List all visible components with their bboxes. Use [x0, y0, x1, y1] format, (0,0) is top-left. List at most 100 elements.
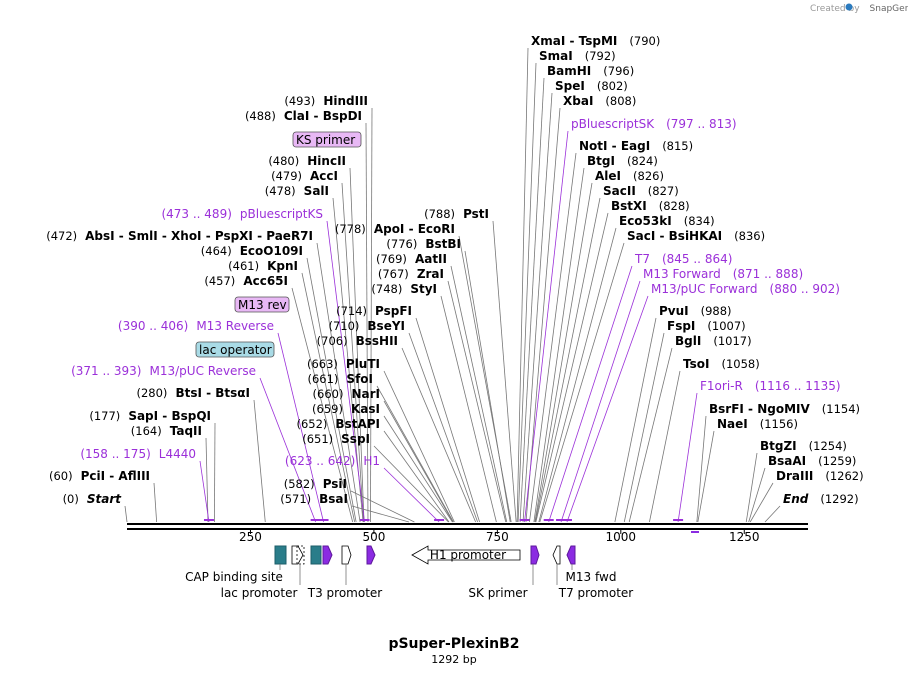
leader-line: [516, 47, 529, 523]
enzyme-label-right_labels-23[interactable]: BtgZI (1254): [760, 439, 847, 453]
enzyme-label-left_labels-14[interactable]: (164) TaqII: [131, 424, 202, 438]
enzyme-label-mid_labels-12[interactable]: (659) KasI: [312, 402, 380, 416]
leader-line: [376, 385, 454, 523]
enzyme-label-left_labels-1[interactable]: (488) ClaI - BspDI: [245, 109, 362, 123]
primer-label-right_labels-15[interactable]: M13/pUC Forward (880 .. 902): [651, 282, 840, 296]
sk-primer-feature[interactable]: [530, 545, 540, 565]
enzyme-label-mid_labels-14[interactable]: (651) SspI: [302, 432, 370, 446]
enzyme-label-right_labels-21[interactable]: BsrFI - NgoMIV (1154): [709, 402, 860, 416]
enzyme-label-right_labels-6[interactable]: NotI - EagI (815): [579, 139, 693, 153]
leader-line: [383, 430, 450, 523]
leader-line: [373, 445, 449, 523]
leader-line: [450, 265, 508, 523]
m13-fwd-feature[interactable]: [566, 545, 576, 565]
enzyme-label-right_labels-10[interactable]: BstXI (828): [611, 199, 690, 213]
leader-lines: [124, 47, 781, 523]
primer-label-left_labels-11[interactable]: (371 .. 393) M13/pUC Reverse: [71, 364, 256, 378]
enzyme-label-right_labels-12[interactable]: SacI - BsiHKAI (836): [627, 229, 765, 243]
enzyme-label-mid_labels-10[interactable]: (661) SfoI: [307, 372, 373, 386]
leader-line: [440, 295, 497, 523]
enzyme-label-right_labels-19[interactable]: TsoI (1058): [683, 357, 760, 371]
enzyme-label-left_labels-7[interactable]: (464) EcoO109I: [201, 244, 303, 258]
enzyme-label-mid_labels-4[interactable]: (767) ZraI: [378, 267, 444, 281]
primer-label-right_labels-14[interactable]: M13 Forward (871 .. 888): [643, 267, 803, 281]
enzyme-label-left_labels-13[interactable]: (177) SapI - BspQI: [89, 409, 211, 423]
enzyme-label-mid_labels-16[interactable]: (582) PsiI: [284, 477, 347, 491]
enzyme-label-right_labels-8[interactable]: AleI (826): [595, 169, 664, 183]
t7-promoter-feature[interactable]: [552, 545, 561, 565]
ks-primer-tag: KS primer: [296, 133, 355, 147]
plasmid-title: pSuper-PlexinB2: [388, 636, 519, 652]
leader-line: [447, 280, 507, 523]
enzyme-label-right_labels-16[interactable]: PvuI (988): [659, 304, 732, 318]
enzyme-label-right_labels-7[interactable]: BtgI (824): [587, 154, 658, 168]
leader-line: [566, 295, 649, 523]
t3-promoter-feature[interactable]: [341, 545, 352, 565]
cap-binding-site-feature[interactable]: [274, 545, 287, 565]
enzyme-label-right_labels-0[interactable]: XmaI - TspMI (790): [531, 34, 660, 48]
enzyme-label-mid_labels-9[interactable]: (663) PluTI: [307, 357, 380, 371]
primer-label-right_labels-5[interactable]: pBluescriptSK (797 .. 813): [571, 117, 737, 131]
m13-rev-tag: M13 rev: [238, 298, 287, 312]
enzyme-label-right_labels-11[interactable]: Eco53kI (834): [619, 214, 715, 228]
enzyme-label-mid_labels-3[interactable]: (769) AatII: [376, 252, 447, 266]
enzyme-label-mid_labels-0[interactable]: (778) ApoI - EcoRI: [335, 222, 455, 236]
enzyme-label-left_labels-16[interactable]: (60) PciI - AflIII: [49, 469, 150, 483]
leader-line: [383, 400, 454, 523]
enzyme-label-left_labels-2[interactable]: (480) HincII: [268, 154, 346, 168]
leader-line: [349, 167, 365, 523]
lac-promoter-feature[interactable]: [291, 545, 304, 565]
enzyme-label-left_labels-9[interactable]: (457) Acc65I: [204, 274, 288, 288]
leader-line: [560, 280, 641, 523]
t3-promoter-label: T3 promoter: [307, 586, 383, 600]
enzyme-label-right_labels-2[interactable]: BamHI (796): [547, 64, 634, 78]
primer-label-right_labels-13[interactable]: T7 (845 .. 864): [634, 252, 732, 266]
enzyme-label-right_labels-17[interactable]: FspI (1007): [667, 319, 746, 333]
leader-line: [341, 182, 364, 523]
leader-line: [764, 505, 781, 523]
enzyme-label-left_labels-8[interactable]: (461) KpnI: [228, 259, 298, 273]
enzyme-label-mid_labels-6[interactable]: (714) PspFI: [336, 304, 412, 318]
primer-label-mid_labels-15[interactable]: (623 .. 642) H1: [285, 454, 380, 468]
enzyme-label-mid_labels-5[interactable]: (748) StyI: [371, 282, 437, 296]
m13-rev-feature[interactable]: [322, 545, 333, 565]
sequence-backbone: [127, 523, 808, 534]
enzyme-label-left_labels-6[interactable]: (472) AbsI - SmlI - XhoI - PspXI - PaeR7I: [46, 229, 313, 243]
enzyme-label-mid_labels-1[interactable]: (788) PstI: [424, 207, 489, 221]
primer-label-right_labels-20[interactable]: F1ori-R (1116 .. 1135): [700, 379, 841, 393]
sk-primer-label: SK primer: [468, 586, 527, 600]
leader-line: [153, 482, 158, 523]
leader-line: [464, 250, 511, 523]
lac-operator-feature[interactable]: [310, 545, 322, 565]
enzyme-label-mid_labels-7[interactable]: (710) BseYI: [328, 319, 405, 333]
enzyme-label-right_labels-18[interactable]: BglI (1017): [675, 334, 752, 348]
primer-label-left_labels-15[interactable]: (158 .. 175) L4440: [80, 447, 196, 461]
enzyme-label-mid_labels-17[interactable]: (571) BsaI: [280, 492, 348, 506]
enzyme-label-right_labels-4[interactable]: XbaI (808): [563, 94, 636, 108]
boxed-tags: KS primer M13 rev lac operator: [195, 131, 362, 358]
enzyme-label-left_labels-3[interactable]: (479) AccI: [271, 169, 338, 183]
enzyme-label-right_labels-9[interactable]: SacII (827): [603, 184, 679, 198]
primer-label-left_labels-10[interactable]: (390 .. 406) M13 Reverse: [118, 319, 274, 333]
enzyme-label-right_labels-1[interactable]: SmaI (792): [539, 49, 616, 63]
enzyme-label-right_labels-22[interactable]: NaeI (1156): [717, 417, 798, 431]
enzyme-label-mid_labels-13[interactable]: (652) BstAPI: [296, 417, 380, 431]
enzyme-label-right_labels-24[interactable]: BsaAI (1259): [768, 454, 856, 468]
credit-brand: SnapGene: [870, 4, 908, 14]
snapgene-credit: Created bySnapGene: [810, 3, 908, 14]
enzyme-label-right_labels-25[interactable]: DraIII (1262): [776, 469, 864, 483]
h1-promoter-feature[interactable]: [411, 545, 521, 565]
enzyme-label-left_labels-17[interactable]: (0) Start: [63, 492, 123, 506]
enzyme-label-left_labels-0[interactable]: (493) HindIII: [284, 94, 368, 108]
enzyme-label-mid_labels-8[interactable]: (706) BssHII: [317, 334, 398, 348]
enzyme-label-mid_labels-11[interactable]: (660) NarI: [313, 387, 380, 401]
primer-label-left_labels-5[interactable]: (473 .. 489) pBluescriptKS: [161, 207, 323, 221]
enzyme-label-right_labels-3[interactable]: SpeI (802): [555, 79, 628, 93]
enzyme-label-mid_labels-2[interactable]: (776) BstBI: [386, 237, 461, 251]
ks-primer-feature[interactable]: [366, 545, 376, 565]
enzyme-label-left_labels-12[interactable]: (280) BtsI - BtsαI: [137, 386, 251, 400]
leader-line: [408, 332, 478, 523]
enzyme-label-right_labels-26[interactable]: End (1292): [783, 492, 859, 506]
leader-line: [214, 422, 216, 523]
enzyme-label-left_labels-4[interactable]: (478) SalI: [265, 184, 329, 198]
